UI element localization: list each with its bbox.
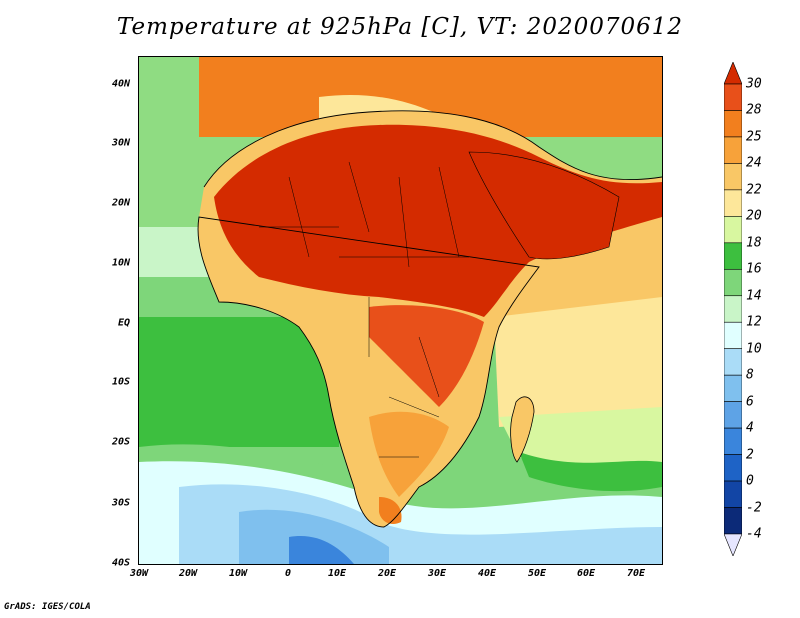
lon-label-70e: 70E [626,568,646,579]
colorbar-label: 0 [746,473,754,489]
lat-label-10s: 10S [111,376,130,388]
colorbar-swatch [724,401,742,429]
colorbar-label: 6 [746,394,754,410]
lon-label-60e: 60E [576,568,596,579]
colorbar-swatch [724,163,742,191]
colorbar-swatch [724,268,742,297]
southern-africa-warm [369,411,449,497]
colorbar-swatch [724,216,742,244]
colorbar-label: 25 [746,129,762,145]
africa-coastline [197,110,662,528]
lat-label-30s: 30S [111,497,130,509]
temperature-map [138,56,663,565]
colorbar-swatch [724,480,742,508]
colorbar-label: 18 [746,235,762,251]
lon-label-20e: 20E [377,568,397,579]
map-title: Temperature at 925hPa [C], VT: 202007061… [116,14,684,40]
lat-label-40s: 40S [111,557,130,569]
arabian-peninsula [468,151,620,260]
lon-label-10w: 10W [228,568,248,579]
lon-label-40e: 40E [477,568,497,579]
madagascar [510,396,535,463]
colorbar-swatch [724,110,742,138]
lon-label-20w: 20W [178,568,198,579]
colorbar-label: 2 [746,447,754,463]
lon-label-30e: 30E [427,568,447,579]
temperature-field [139,57,662,564]
colorbar-label: 30 [746,76,762,92]
indian-ocean-mild [494,297,662,427]
colorbar-label: 24 [746,155,762,171]
colorbar-label: -2 [746,500,762,516]
lon-label-50e: 50E [527,568,547,579]
colorbar-swatch [724,507,742,535]
colorbar-top-arrow [724,62,742,85]
colorbar [724,62,742,556]
lon-label-0: 0 [284,568,292,579]
colorbar-label: 10 [746,341,762,357]
colorbar-swatch [724,454,742,482]
lon-label-10e: 10E [327,568,347,579]
lat-label-30n: 30N [111,137,130,149]
colorbar-swatch [724,374,742,402]
indian-ocean-cool [499,407,662,474]
colorbar-swatch [724,427,742,455]
central-africa-hot [369,305,484,407]
colorbar-label: 12 [746,314,762,330]
indian-ocean-green [519,452,662,492]
southern-ocean-blue [239,509,389,564]
country-borders [259,161,469,458]
colorbar-label: 28 [746,102,762,118]
colorbar-label: 8 [746,367,754,383]
lat-label-20s: 20S [111,436,130,448]
europe-warm-band [199,57,662,137]
colorbar-bottom-arrow [724,533,742,556]
lat-label-20n: 20N [111,197,130,209]
colorbar-label: 20 [746,208,762,224]
colorbar-swatch [724,189,742,217]
south-atlantic-green [139,317,339,447]
colorbar-label: 4 [746,420,754,436]
colorbar-label: 22 [746,182,762,198]
colorbar-label: 14 [746,288,762,304]
colorbar-swatch [724,83,742,111]
colorbar-swatch [724,348,742,376]
lat-label-eq: EQ [117,317,130,329]
colorbar-swatch [724,136,742,164]
colorbar-swatch [724,295,742,323]
colorbar-swatch [724,242,742,270]
lat-label-40n: 40N [111,78,130,90]
colorbar-swatch [724,321,742,350]
southern-ocean-deep-blue [289,536,354,564]
colorbar-label: 16 [746,261,762,277]
grads-credit: GrADS: IGES/COLA [4,602,91,612]
colorbar-label: -4 [746,526,762,542]
lon-label-30w: 30W [129,568,149,579]
lat-label-10n: 10N [111,257,130,269]
